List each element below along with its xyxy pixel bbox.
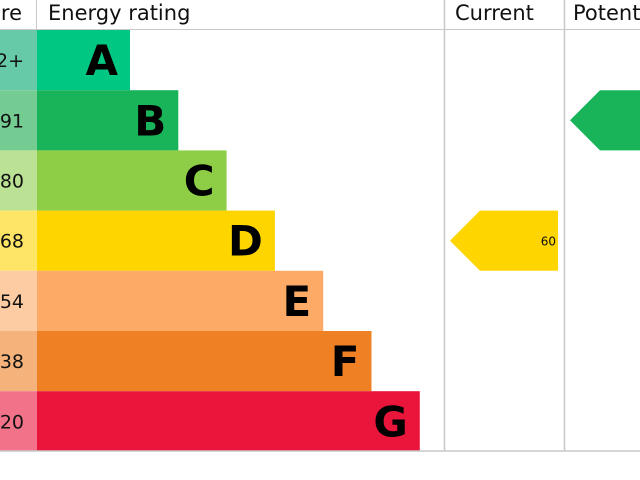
score-cell-a — [0, 30, 37, 91]
score-cell-b — [0, 90, 37, 151]
score-range-d: 55-68 — [0, 231, 24, 253]
score-range-a: 92+ — [0, 50, 24, 72]
score-cell-d — [0, 210, 37, 271]
score-cell-g — [0, 391, 37, 452]
current-rating-arrow — [450, 210, 558, 271]
potential-rating-arrow — [570, 90, 640, 151]
band-bar-d — [37, 210, 275, 271]
band-letter-f: F — [331, 337, 360, 386]
band-bar-g — [37, 391, 420, 452]
header-current: Current — [455, 1, 534, 25]
header-potential: Potential — [573, 1, 640, 25]
band-bar-e — [37, 270, 324, 331]
score-range-g: 1-20 — [0, 411, 24, 433]
band-letter-a: A — [85, 36, 118, 85]
band-bar-f — [37, 331, 372, 392]
band-letter-c: C — [184, 157, 215, 206]
score-cell-c — [0, 150, 37, 211]
band-letter-b: B — [134, 96, 166, 145]
band-letter-d: D — [228, 217, 263, 266]
current-rating-value: 60 — [541, 235, 556, 249]
band-bar-a — [37, 30, 130, 91]
score-range-e: 39-54 — [0, 291, 24, 313]
band-letter-g: G — [373, 397, 407, 446]
band-bar-b — [37, 90, 179, 151]
header-score: Score — [0, 1, 22, 25]
header-energy-rating: Energy rating — [48, 1, 190, 25]
score-cell-e — [0, 270, 37, 331]
score-range-b: 81-91 — [0, 110, 24, 132]
band-bar-c — [37, 150, 227, 211]
score-range-f: 21-38 — [0, 351, 24, 373]
score-cell-f — [0, 331, 37, 392]
band-letter-e: E — [282, 277, 311, 326]
score-range-c: 69-80 — [0, 171, 24, 193]
